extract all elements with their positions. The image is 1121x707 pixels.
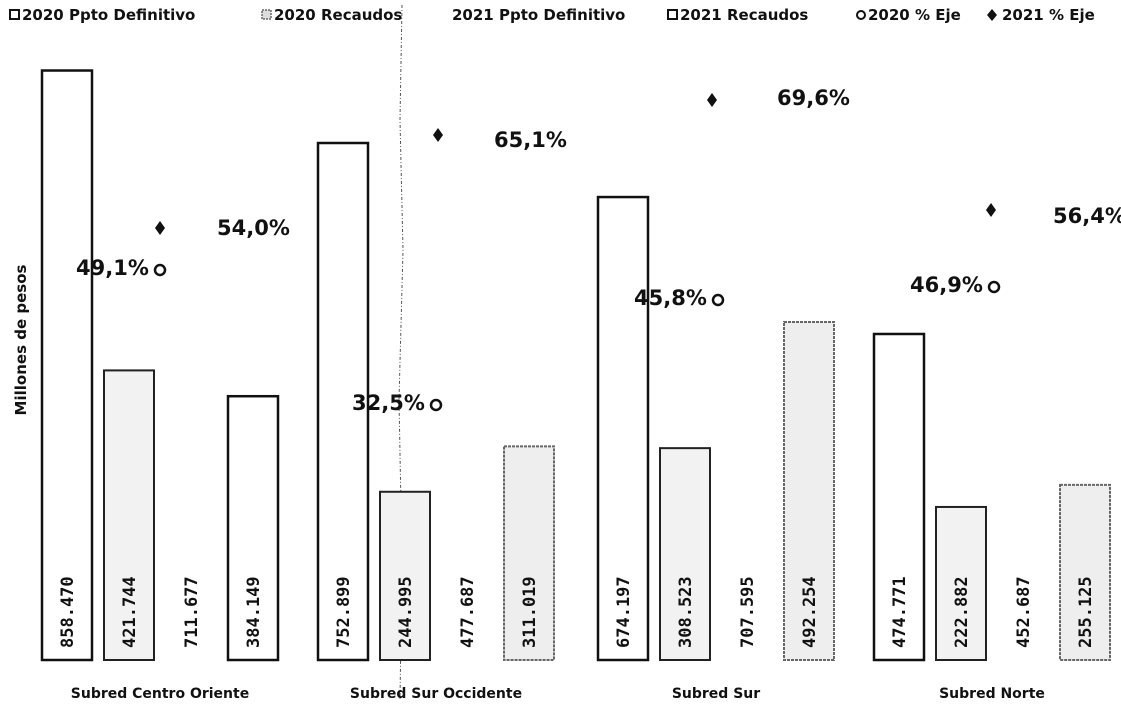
bar-1-4 xyxy=(872,332,926,662)
pct-2020-marker-3 xyxy=(711,293,725,307)
value-label-2-1: 421.744 xyxy=(120,576,140,648)
pct-2020-marker-2 xyxy=(429,398,443,412)
legend-label-2021-recaudos: 2021 Recaudos xyxy=(680,6,808,24)
pct-2021-marker-4 xyxy=(986,203,996,217)
bar-1-3 xyxy=(596,195,650,662)
legend-label-2020-ppto: 2020 Ppto Definitivo xyxy=(22,6,195,24)
value-label-3-3: 707.595 xyxy=(738,576,758,648)
bars-layer xyxy=(40,69,1111,662)
pct-2020-label-4: 46,9% xyxy=(910,273,983,297)
value-label-1-3: 674.197 xyxy=(614,576,634,648)
pct-2021-marker-2 xyxy=(433,128,443,142)
bar-4-1 xyxy=(226,394,280,662)
pct-2020-marker-4 xyxy=(987,280,1001,294)
value-label-4-3: 492.254 xyxy=(800,576,820,648)
pct-2021-label-1: 54,0% xyxy=(217,216,290,240)
category-label-3: Subred Sur xyxy=(672,686,760,702)
value-labels-layer: 858.470 421.744 711.677 384.149 752.899 244.9… xyxy=(58,576,1096,648)
pct-2021-marker-3 xyxy=(707,93,717,107)
legend-item-2020-eje: 2020 % Eje xyxy=(856,6,961,24)
legend-item-2020-ppto: 2020 Ppto Definitivo xyxy=(9,6,195,24)
legend-swatch-2020-recaudos xyxy=(261,9,272,20)
value-label-3-1: 711.677 xyxy=(182,576,202,648)
legend-item-2021-ppto: 2021 Ppto Definitivo xyxy=(452,6,625,24)
legend-label-2020-eje: 2020 % Eje xyxy=(868,6,961,24)
pct-2020-label-2: 32,5% xyxy=(352,391,425,415)
pct-2021-label-4: 56,4% xyxy=(1053,204,1121,228)
legend-swatch-2021-recaudos xyxy=(667,9,678,20)
value-label-4-2: 311.019 xyxy=(520,576,540,648)
value-label-4-1: 384.149 xyxy=(244,576,264,648)
bar-1-2 xyxy=(316,141,370,662)
legend-label-2021-eje: 2021 % Eje xyxy=(1002,6,1095,24)
bar-4-4 xyxy=(1059,483,1111,662)
value-label-1-1: 858.470 xyxy=(58,576,78,648)
bar-2-1 xyxy=(103,369,155,661)
value-label-1-2: 752.899 xyxy=(334,576,354,648)
pct-2021-marker-1 xyxy=(155,221,165,235)
bar-2-3 xyxy=(659,447,711,662)
legend-marker-2021-eje xyxy=(987,9,997,21)
value-label-2-3: 308.523 xyxy=(676,576,696,648)
legend-label-2021-ppto: 2021 Ppto Definitivo xyxy=(452,6,625,24)
value-label-4-4: 255.125 xyxy=(1076,576,1096,648)
bar-2-2 xyxy=(379,490,431,662)
legend-label-2020-recaudos: 2020 Recaudos xyxy=(274,6,402,24)
value-label-3-4: 452.687 xyxy=(1014,576,1034,648)
pct-2020-marker-1 xyxy=(153,263,167,277)
y-axis-label: Millones de pesos xyxy=(12,265,30,416)
legend: 2020 Ppto Definitivo 2020 Recaudos 2021 … xyxy=(9,6,1095,24)
bar-4-2 xyxy=(503,445,555,661)
pct-2020-label-1: 49,1% xyxy=(76,256,149,280)
legend-swatch-2020-ppto xyxy=(9,9,20,20)
pct-markers-layer: 49,1% 32,5% 45,8% 46,9% 54,0% 65,1% 69,6% 56,4% xyxy=(76,86,1121,415)
legend-item-2021-eje: 2021 % Eje xyxy=(987,6,1095,24)
value-label-2-4: 222.882 xyxy=(952,576,972,648)
value-label-1-4: 474.771 xyxy=(890,576,910,648)
bar-1-1 xyxy=(40,69,94,662)
legend-marker-2020-eje xyxy=(856,10,866,20)
bar-2-4 xyxy=(935,505,987,661)
bar-4-3 xyxy=(783,320,835,661)
category-label-1: Subred Centro Oriente xyxy=(71,686,249,702)
pct-2021-label-2: 65,1% xyxy=(494,128,567,152)
category-labels-layer: Subred Centro Oriente Subred Sur Occident… xyxy=(71,686,1045,702)
category-label-4: Subred Norte xyxy=(939,686,1045,702)
pct-2021-label-3: 69,6% xyxy=(777,86,850,110)
value-label-2-2: 244.995 xyxy=(396,576,416,648)
legend-item-2021-recaudos: 2021 Recaudos xyxy=(667,6,808,24)
category-label-2: Subred Sur Occidente xyxy=(350,686,522,702)
legend-item-2020-recaudos: 2020 Recaudos xyxy=(261,6,402,24)
value-label-3-2: 477.687 xyxy=(458,576,478,648)
pct-2020-label-3: 45,8% xyxy=(634,286,707,310)
